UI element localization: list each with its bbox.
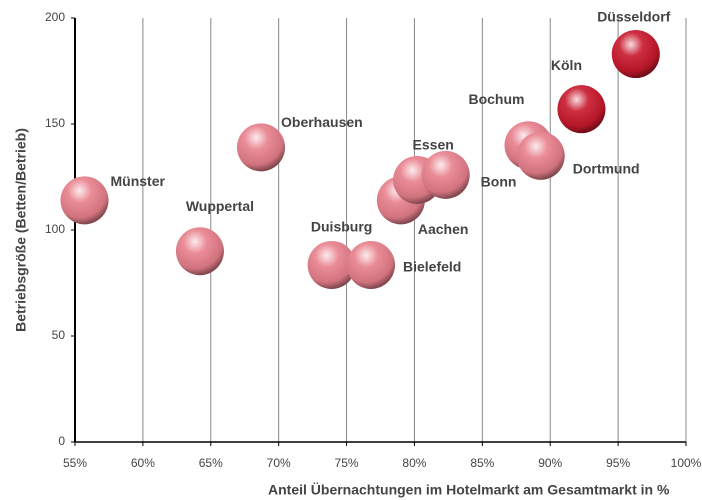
bubble: [307, 240, 356, 289]
x-tick-label: 60%: [131, 456, 155, 470]
x-axis-label: Anteil Übernachtungen im Hotelmarkt am G…: [268, 482, 670, 498]
y-tick-label: 0: [58, 434, 65, 448]
y-axis-label: Betriebsgröße (Betten/Betrieb): [13, 128, 29, 332]
bubble: [346, 240, 395, 289]
point-label: Bielefeld: [403, 259, 461, 275]
point-label: Köln: [551, 57, 582, 73]
y-tick-label: 150: [45, 116, 65, 130]
bubble: [557, 85, 606, 134]
x-tick-label: 65%: [199, 456, 223, 470]
x-tick-label: 55%: [63, 456, 87, 470]
bubble: [421, 150, 470, 199]
bubble: [237, 123, 286, 172]
bubble: [60, 176, 109, 225]
point-label: Oberhausen: [281, 114, 363, 130]
y-tick-label: 100: [45, 222, 65, 236]
bubble: [611, 30, 660, 79]
x-tick-label: 80%: [402, 456, 426, 470]
point-label: Bochum: [468, 91, 524, 107]
x-tick-label: 100%: [671, 456, 702, 470]
y-tick-label: 50: [52, 328, 66, 342]
x-tick-label: 85%: [470, 456, 494, 470]
bubble: [516, 131, 565, 180]
bubble: [175, 227, 224, 276]
point-label: Essen: [413, 137, 454, 153]
point-label: Wuppertal: [186, 198, 254, 214]
point-label: Dortmund: [573, 161, 640, 177]
point-label: Bonn: [481, 174, 517, 190]
x-tick-label: 70%: [267, 456, 291, 470]
point-label: Münster: [111, 173, 166, 189]
x-tick-label: 90%: [538, 456, 562, 470]
point-label: Duisburg: [311, 219, 372, 235]
x-tick-label: 95%: [606, 456, 630, 470]
y-tick-label: 200: [45, 10, 65, 24]
point-label: Aachen: [418, 221, 469, 237]
x-tick-label: 75%: [335, 456, 359, 470]
point-label: Düsseldorf: [597, 9, 670, 25]
